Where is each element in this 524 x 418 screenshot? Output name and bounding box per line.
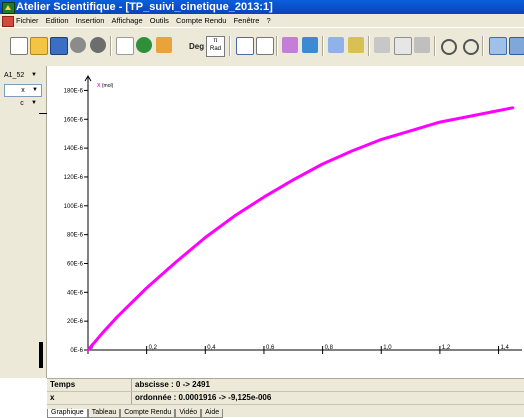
- deg-label[interactable]: Deg: [189, 42, 205, 51]
- brush-icon[interactable]: [348, 37, 364, 53]
- data-point: [321, 162, 324, 166]
- x-variable-value: x: [21, 87, 25, 94]
- data-point: [174, 260, 178, 264]
- paste-icon[interactable]: [414, 37, 430, 53]
- x-variable-select[interactable]: x ▼: [4, 84, 42, 97]
- app-icon: [2, 2, 15, 14]
- menu-affichage[interactable]: Affichage: [111, 16, 143, 25]
- data-point: [145, 286, 148, 290]
- save-icon[interactable]: [50, 37, 68, 55]
- document-icon[interactable]: [2, 16, 14, 27]
- data-point: [468, 115, 471, 118]
- y-tick-label: 60E-6: [67, 261, 84, 267]
- chart-svg: x (mol) 0E-6 20E-6 40E-6 60E-6 80E-6 100E-6 120…: [64, 75, 522, 354]
- y-tick-label: 180E-6: [64, 88, 84, 94]
- data-point: [101, 331, 104, 334]
- chart-icon[interactable]: [282, 37, 298, 53]
- data-point: [86, 348, 90, 352]
- chevron-down-icon[interactable]: ▼: [32, 87, 38, 93]
- y-tick-label: 0E-6: [70, 348, 83, 354]
- x-tick-label: 0,4: [207, 345, 216, 351]
- rad-text: Rad: [209, 46, 221, 52]
- waveform-icon[interactable]: [116, 37, 134, 55]
- y-tick-label: 100E-6: [64, 204, 84, 210]
- settings2-icon[interactable]: [90, 37, 106, 53]
- window-icon[interactable]: [489, 37, 507, 55]
- data-point: [292, 178, 295, 182]
- y-info-row: x ordonnée : 0.0001916 -> -9,125e-006: [47, 392, 524, 405]
- x-tick-label: 0,8: [325, 345, 334, 351]
- toolbar: Deg π Rad: [0, 27, 524, 66]
- x-tick-label: 1,4: [501, 345, 510, 351]
- scissors-icon[interactable]: [374, 37, 390, 53]
- y-tick-label: 140E-6: [64, 146, 84, 152]
- undo-icon[interactable]: [441, 39, 457, 55]
- data-point: [438, 120, 442, 124]
- data-point: [262, 195, 266, 199]
- menu-help[interactable]: ?: [266, 16, 271, 25]
- open-icon[interactable]: [30, 37, 48, 55]
- chevron-down-icon[interactable]: ▼: [31, 100, 37, 106]
- tangent-icon[interactable]: [328, 37, 344, 53]
- chevron-down-icon[interactable]: ▼: [31, 72, 37, 78]
- fit-icon[interactable]: [156, 37, 172, 53]
- data-point: [512, 106, 515, 109]
- y-tick-label: 40E-6: [67, 290, 84, 296]
- rad-pi: π: [213, 38, 218, 44]
- y-tick-label: 120E-6: [64, 175, 84, 181]
- x-axis-range: abscisse : 0 -> 2491: [131, 379, 210, 391]
- data-point: [497, 109, 500, 112]
- left-panel: A1_52 ▼ x ▼ c ▼: [0, 66, 47, 378]
- data-point: [204, 236, 207, 239]
- data-point: [116, 315, 119, 319]
- x-tick-label: 0,2: [149, 345, 158, 351]
- x-tick-label: 1,2: [442, 345, 451, 351]
- settings-icon[interactable]: [70, 37, 86, 53]
- redo-icon[interactable]: [463, 39, 479, 55]
- series-line: [86, 106, 514, 351]
- menu-fichier[interactable]: Fichier: [16, 16, 39, 25]
- series-selector-label: A1_52: [4, 72, 25, 79]
- rad-toggle[interactable]: π Rad: [206, 36, 225, 57]
- y-axis-range: ordonnée : 0.0001916 -> -9,125e-006: [131, 392, 271, 404]
- x-tick-label: 1,0: [383, 345, 392, 351]
- menu-fenetre[interactable]: Fenêtre: [233, 16, 260, 25]
- data-point: [409, 129, 412, 132]
- window-title: Atelier Scientifique - [TP_suivi_cinetiq…: [16, 1, 273, 13]
- c-variable-select[interactable]: c ▼: [4, 98, 40, 109]
- y-axis-name: x: [50, 393, 55, 402]
- x-info-row: Temps abscisse : 0 -> 2491: [47, 379, 524, 392]
- menu-compte-rendu[interactable]: Compte Rendu: [176, 16, 227, 25]
- copy-icon[interactable]: [394, 37, 412, 55]
- menu-outils[interactable]: Outils: [149, 16, 169, 25]
- window2-icon[interactable]: [509, 37, 524, 55]
- book-icon[interactable]: [302, 37, 318, 53]
- title-bar: Atelier Scientifique - [TP_suivi_cinetiq…: [0, 0, 524, 14]
- bottom-tabs: Graphique Tableau Compte Rendu Vidéo Aide: [47, 409, 524, 418]
- y-tick-label: 80E-6: [67, 233, 84, 239]
- y-tick-label: 160E-6: [64, 117, 84, 123]
- y-axis-label: x (mol): [97, 82, 114, 89]
- c-variable-value: c: [20, 100, 24, 107]
- crosshair-icon[interactable]: [256, 37, 274, 55]
- y-axis-arrow: [84, 75, 92, 82]
- menu-insertion[interactable]: Insertion: [75, 16, 105, 25]
- splitter-handle[interactable]: [39, 342, 43, 368]
- new-icon[interactable]: [10, 37, 28, 55]
- y-tick-label: 20E-6: [67, 319, 84, 325]
- menu-edition[interactable]: Edition: [45, 16, 69, 25]
- data-point: [233, 214, 236, 218]
- menu-bar: Fichier Edition Insertion Affichage Outi…: [0, 14, 524, 27]
- data-point: [350, 149, 354, 153]
- x-tick-label: 0: [90, 345, 94, 351]
- grid-icon[interactable]: [236, 37, 254, 55]
- series-selector[interactable]: A1_52 ▼: [4, 70, 40, 81]
- x-tick-label: 0,6: [266, 345, 275, 351]
- divider: [39, 113, 49, 114]
- info-panel: Temps abscisse : 0 -> 2491 x ordonnée : …: [47, 378, 524, 410]
- x-axis-name: Temps: [50, 380, 76, 389]
- graph-area[interactable]: x (mol) 0E-6 20E-6 40E-6 60E-6 80E-6 100E-6 120…: [47, 66, 524, 378]
- data-point: [380, 138, 383, 141]
- refresh-icon[interactable]: [136, 37, 152, 53]
